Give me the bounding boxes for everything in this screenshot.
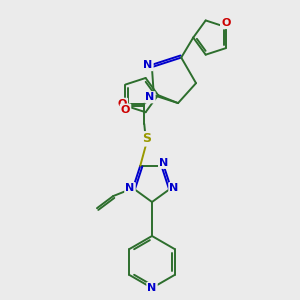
Text: S: S: [142, 132, 151, 145]
Text: N: N: [159, 158, 168, 168]
Text: N: N: [169, 183, 178, 193]
Text: O: O: [121, 105, 130, 115]
Text: O: O: [221, 18, 230, 28]
Text: N: N: [147, 283, 157, 293]
Text: N: N: [145, 92, 154, 102]
Text: O: O: [118, 99, 127, 109]
Text: N: N: [125, 183, 135, 193]
Text: N: N: [143, 60, 152, 70]
